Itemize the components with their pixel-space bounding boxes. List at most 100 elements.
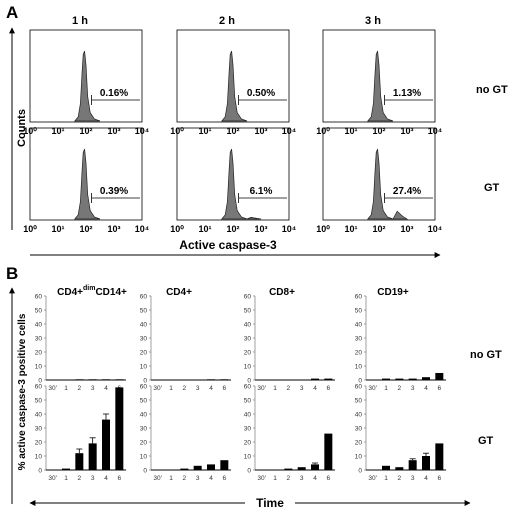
histogram-tick-label-1-1: 10⁴ (282, 224, 296, 234)
bar-y-tick-label-1-1: 40 (140, 412, 148, 419)
bar-x-tick-label-3-1: 1 (384, 475, 388, 482)
histogram-tick-label-1-0: 10³ (107, 224, 120, 234)
bar-y-tick-label-0-0: 0 (38, 378, 42, 385)
bar-x-tick-label-2-0: 30' (257, 385, 265, 392)
bar-y-tick-label-2-1: 40 (244, 412, 252, 419)
bar-x-tick-label-0-1: 2 (78, 475, 82, 482)
bar-x-tick-label-0-0: 4 (104, 385, 108, 392)
bar-y-tick-label-0-0: 40 (35, 322, 43, 329)
bar-x-tick-label-0-0: 3 (91, 385, 95, 392)
bar-y-tick-label-1-0: 10 (140, 364, 148, 371)
panel-b-y-label: % active caspase-3 positive cells (17, 313, 28, 470)
histogram-tick-label-1-2: 10³ (400, 224, 413, 234)
bar-y-tick-label-0-0: 30 (35, 336, 43, 343)
histogram-tick-label-1-2: 10¹ (344, 224, 357, 234)
bar-1-1-2 (180, 468, 189, 470)
bar-y-tick-label-1-0: 60 (140, 294, 148, 301)
bar-x-tick-label-3-1: 6 (438, 475, 442, 482)
bar-y-tick-label-3-1: 20 (355, 440, 363, 447)
histogram-tick-label-1-0: 10⁰ (23, 224, 37, 234)
bar-0-0-3 (88, 379, 97, 380)
bar-y-tick-label-1-1: 60 (140, 384, 148, 391)
bar-y-tick-label-2-0: 30 (244, 336, 252, 343)
bar-x-tick-label-3-1: 4 (424, 475, 428, 482)
gate-label-1-1: 6.1% (250, 186, 273, 197)
bar-x-tick-label-2-0: 4 (313, 385, 317, 392)
histogram-peak-0-0 (74, 50, 101, 122)
histogram-frame-1-2 (322, 127, 436, 221)
bar-x-tick-label-1-0: 4 (209, 385, 213, 392)
bar-x-tick-label-3-1: 2 (398, 475, 402, 482)
bar-2-1-4 (311, 464, 319, 470)
bar-0-1-1 (62, 468, 70, 470)
histogram-tick-label-1-2: 10⁰ (316, 224, 330, 234)
bar-3-0-5 (435, 373, 444, 380)
bar-y-tick-label-2-1: 0 (247, 468, 251, 475)
histogram-peak-1-2 (367, 148, 409, 220)
histogram-tick-label-0-1: 10³ (254, 126, 267, 136)
bar-x-tick-label-1-0: 2 (183, 385, 187, 392)
panel-b-col-title-1: CD4+dimCD14+ (57, 285, 127, 298)
histogram-frame-0-1 (176, 29, 290, 123)
bar-y-tick-label-3-0: 20 (355, 350, 363, 357)
bar-y-tick-label-1-1: 10 (140, 454, 148, 461)
bar-y-tick-label-2-1: 60 (244, 384, 252, 391)
bar-y-tick-label-2-1: 20 (244, 440, 252, 447)
bar-y-tick-label-1-0: 0 (143, 378, 147, 385)
bar-1-0-4 (207, 379, 215, 380)
histogram-tick-label-1-1: 10² (226, 224, 239, 234)
histogram-tick-label-1-1: 10³ (254, 224, 267, 234)
histogram-tick-label-0-2: 10² (372, 126, 385, 136)
bar-x-tick-label-2-1: 30' (257, 475, 265, 482)
bar-y-tick-label-3-1: 30 (355, 426, 363, 433)
histogram-tick-label-0-0: 10³ (107, 126, 120, 136)
bar-0-0-4 (102, 379, 110, 380)
bar-0-1-4 (102, 419, 110, 470)
bar-0-1-5 (115, 387, 124, 470)
bar-y-tick-label-3-1: 10 (355, 454, 363, 461)
bar-y-tick-label-2-0: 40 (244, 322, 252, 329)
panel-b-col-title-4: CD19+ (377, 287, 409, 298)
bar-x-tick-label-1-1: 4 (209, 475, 213, 482)
bar-x-tick-label-0-0: 2 (78, 385, 82, 392)
panel-b-row-label-1: no GT (470, 349, 502, 361)
bar-3-1-2 (395, 467, 404, 470)
panel-a-x-label: Active caspase-3 (179, 238, 277, 252)
bar-3-0-1 (382, 378, 390, 380)
panel-a-col-title-2: 2 h (219, 15, 235, 27)
bar-x-tick-label-2-0: 1 (273, 385, 277, 392)
bar-x-tick-label-0-1: 4 (104, 475, 108, 482)
panel-a-row-label-2: GT (484, 182, 500, 194)
bar-y-tick-label-0-1: 10 (35, 454, 43, 461)
histogram-tick-label-0-1: 10² (226, 126, 239, 136)
bar-x-tick-label-2-0: 2 (287, 385, 291, 392)
bar-2-1-2 (284, 468, 293, 470)
gate-label-0-0: 0.16% (100, 88, 128, 99)
bar-x-tick-label-0-1: 1 (64, 475, 68, 482)
histogram-tick-label-0-2: 10¹ (344, 126, 357, 136)
histogram-peak-1-0 (74, 148, 101, 220)
bar-0-1-3 (88, 443, 97, 470)
bar-y-tick-label-0-1: 30 (35, 426, 43, 433)
bar-x-tick-label-1-0: 30' (153, 385, 161, 392)
bar-3-0-2 (395, 378, 404, 380)
bar-y-tick-label-3-0: 0 (358, 378, 362, 385)
bar-y-tick-label-2-0: 10 (244, 364, 252, 371)
histogram-peak-0-1 (221, 50, 248, 122)
bar-3-0-4 (422, 377, 430, 380)
bar-y-tick-label-3-0: 30 (355, 336, 363, 343)
histogram-tick-label-1-1: 10⁰ (170, 224, 184, 234)
bar-y-tick-label-3-0: 40 (355, 322, 363, 329)
gate-label-1-0: 0.39% (100, 186, 128, 197)
histogram-frame-0-2 (322, 29, 436, 123)
bar-x-tick-label-2-1: 6 (327, 475, 331, 482)
bar-1-1-4 (207, 464, 215, 470)
bar-3-1-3 (408, 460, 417, 470)
bar-y-tick-label-1-1: 20 (140, 440, 148, 447)
bar-1-1-3 (193, 465, 202, 470)
histogram-tick-label-0-2: 10³ (400, 126, 413, 136)
bar-y-tick-label-1-0: 30 (140, 336, 148, 343)
bar-y-tick-label-0-1: 60 (35, 384, 43, 391)
panel-b-col-title-2: CD4+ (166, 287, 192, 298)
panel-b-col-title-3: CD8+ (269, 287, 295, 298)
